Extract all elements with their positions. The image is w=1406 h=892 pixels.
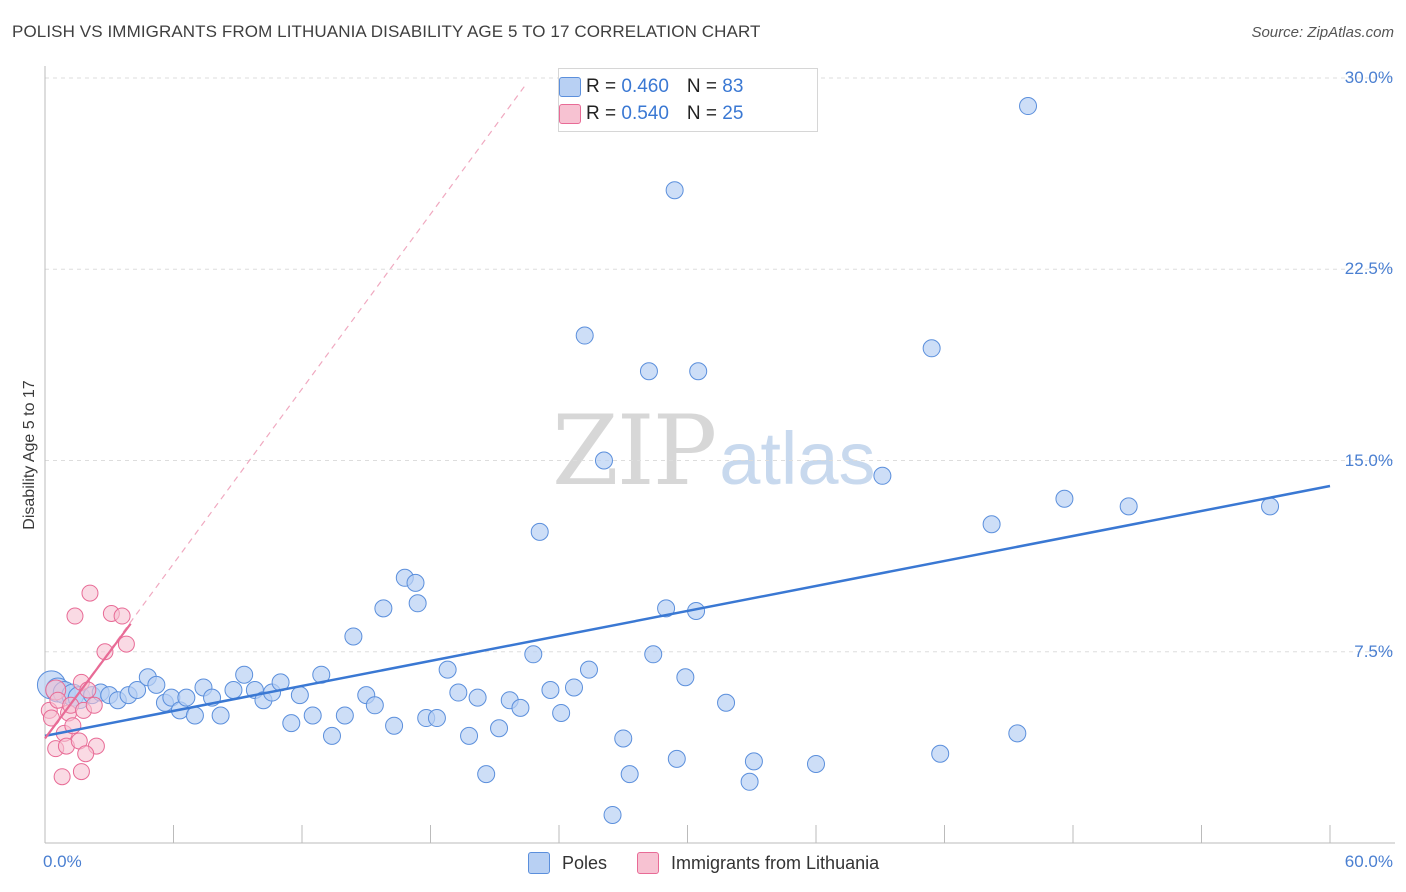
data-point-poles [614,729,633,748]
data-point-poles [449,683,468,702]
data-point-poles [235,665,254,684]
data-point-poles [185,706,204,725]
data-point-poles [639,362,658,381]
data-point-poles [335,706,354,725]
data-point-poles [873,466,892,485]
data-point-poles [303,706,322,725]
y-tick-label: 15.0% [1344,450,1393,470]
data-point-poles [667,749,686,768]
data-point-poles [657,599,676,618]
data-point-poles [511,698,530,717]
data-point-poles [1019,97,1038,116]
data-point-poles [1055,489,1074,508]
data-point-poles [224,681,243,699]
data-point-poles [147,675,166,694]
trend-line-poles [44,484,1331,738]
data-point-lithuania [113,607,131,625]
data-point-poles [211,706,230,725]
data-point-poles [620,765,639,784]
data-point-poles [477,765,496,784]
data-point-poles [717,693,736,712]
data-point-poles [564,678,583,697]
watermark-zip: ZIP [552,395,717,507]
legend-swatch-poles [559,77,581,97]
data-point-poles [128,681,147,699]
data-point-poles [468,688,487,707]
data-point-poles [807,754,825,773]
data-point-poles [594,451,613,470]
legend-r-value: 0.460 [621,76,669,97]
trend-line-lithuania [44,623,132,740]
source-label: Source: ZipAtlas.com [1251,24,1394,41]
legend-row-poles: R = 0.460 N = 83 [559,75,744,99]
data-point-poles [460,726,479,745]
data-point-lithuania [85,696,103,714]
data-point-poles [644,645,663,664]
data-point-poles [1008,724,1027,743]
data-point-lithuania [53,768,71,786]
legend-r-label: R = [586,76,622,97]
legend-r-value: 0.540 [621,103,669,124]
data-point-poles [744,752,763,771]
data-point-lithuania [77,745,95,763]
data-point-poles [579,660,598,679]
legend-n-value: 25 [722,103,744,124]
y-tick-label: 7.5% [1354,641,1393,661]
y-tick-label: 30.0% [1344,68,1393,87]
data-point-poles [1261,497,1280,516]
data-point-lithuania [117,635,135,653]
chart-title: POLISH VS IMMIGRANTS FROM LITHUANIA DISA… [12,22,761,41]
x-tick-max: 60.0% [1344,852,1393,871]
data-point-poles [427,709,446,728]
data-point-poles [740,772,759,791]
y-tick-label: 22.5% [1344,259,1393,279]
data-point-poles [530,522,549,541]
correlation-legend: R = 0.460 N = 83 R = 0.540 N = 25 [558,68,818,132]
data-point-poles [689,362,708,381]
legend-label-poles: Poles [562,852,608,873]
legend-swatch-lithuania [637,852,660,874]
data-point-poles [541,681,560,699]
data-point-poles [665,181,684,200]
x-tick-min: 0.0% [43,852,82,871]
data-point-poles [922,339,941,358]
legend-r-label: R = [586,103,622,124]
data-point-poles [931,744,950,763]
legend-swatch-lithuania [559,104,581,124]
data-point-poles [344,627,363,646]
watermark: ZIPatlas [552,395,876,507]
watermark-atlas: atlas [719,417,876,500]
data-point-poles [575,326,594,345]
data-point-poles [676,668,695,687]
data-point-lithuania [66,607,84,625]
data-point-poles [385,716,404,735]
data-point-poles [408,594,427,613]
data-point-poles [490,719,509,738]
legend-item-lithuania: Immigrants from Lithuania [637,852,879,874]
legend-item-poles: Poles [528,852,607,874]
data-point-poles [1119,497,1138,516]
data-point-poles [177,688,196,707]
legend-label-lithuania: Immigrants from Lithuania [671,852,880,873]
legend-swatch-poles [528,852,550,874]
legend-n-label: N = [686,76,723,97]
data-point-poles [982,515,1001,534]
legend-n-label: N = [686,103,723,124]
legend-row-lithuania: R = 0.540 N = 25 [559,102,744,126]
data-point-lithuania [72,763,90,781]
data-point-poles [524,645,543,664]
data-point-poles [406,573,425,592]
data-point-poles [365,696,384,715]
data-point-poles [282,714,301,733]
data-point-poles [438,660,457,679]
data-point-poles [322,726,341,745]
data-point-poles [603,805,622,824]
series-legend: Poles Immigrants from Lithuania [528,852,909,874]
data-point-poles [552,703,571,722]
data-point-lithuania [81,584,99,602]
data-point-poles [374,599,393,618]
data-point-poles [290,686,309,705]
legend-n-value: 83 [722,76,744,97]
